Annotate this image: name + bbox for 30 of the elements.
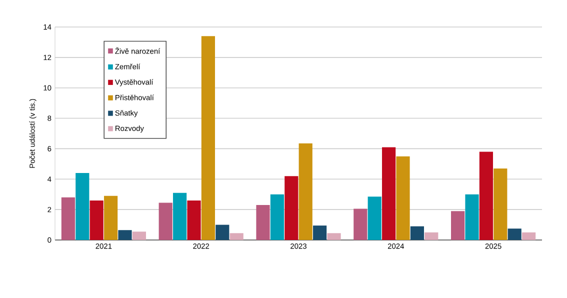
bar [230, 233, 244, 240]
bar [327, 233, 341, 240]
bar [508, 228, 522, 240]
bar [494, 168, 508, 240]
bar [284, 176, 298, 240]
bar [298, 143, 312, 240]
bar [451, 211, 465, 240]
bar [201, 36, 215, 240]
bar [104, 196, 118, 240]
bar [354, 208, 368, 240]
bar [118, 230, 132, 240]
bar [270, 194, 284, 240]
bar [90, 200, 104, 240]
bar [465, 194, 479, 240]
bar [256, 205, 270, 240]
bar [382, 147, 396, 240]
bar [61, 197, 76, 240]
bar [158, 202, 172, 240]
bar [313, 226, 327, 240]
bar [410, 226, 424, 240]
bar [368, 196, 382, 240]
bar [187, 200, 201, 240]
bar [132, 232, 146, 240]
bar [76, 173, 90, 240]
bar [396, 156, 410, 240]
bar [424, 232, 438, 240]
bar [173, 192, 187, 240]
bar [216, 224, 230, 240]
bar [522, 232, 536, 240]
bar [479, 152, 494, 240]
